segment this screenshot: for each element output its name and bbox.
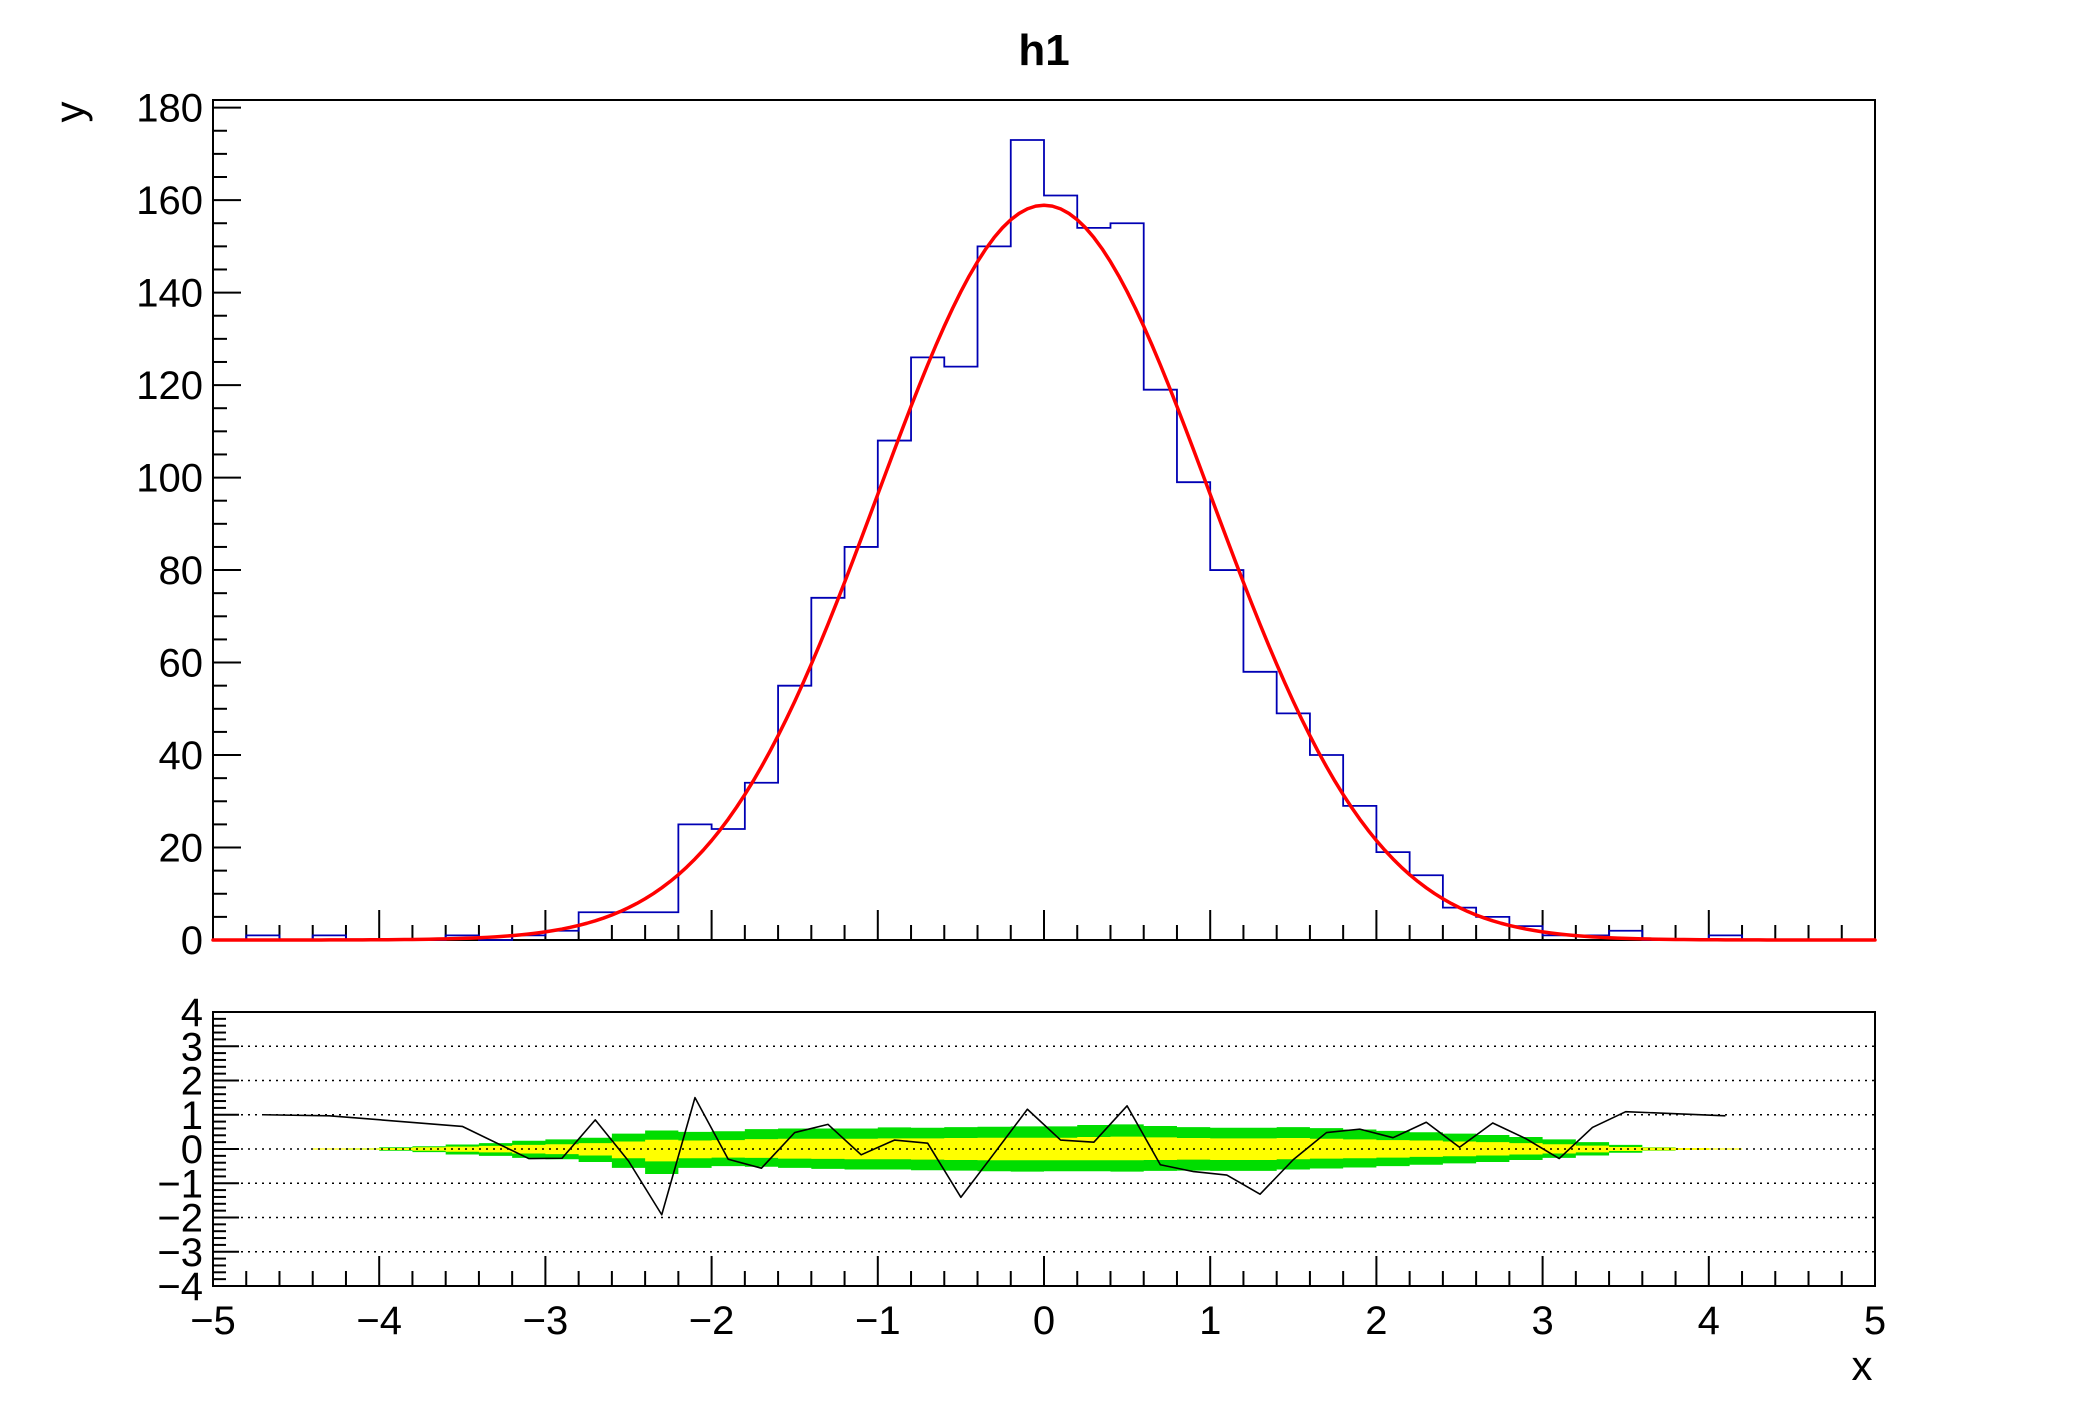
svg-text:0: 0 (181, 1128, 203, 1172)
svg-text:2: 2 (1365, 1299, 1387, 1343)
top-y-axis-ticks (213, 106, 241, 941)
svg-text:5: 5 (1864, 1299, 1886, 1343)
svg-text:−3: −3 (523, 1299, 569, 1343)
svg-text:20: 20 (159, 827, 204, 871)
plot-title: h1 (1018, 26, 1070, 75)
svg-text:0: 0 (181, 919, 203, 963)
svg-text:1: 1 (181, 1094, 203, 1138)
svg-text:0: 0 (1033, 1299, 1055, 1343)
svg-text:−1: −1 (157, 1162, 203, 1206)
x-axis-title: x (1851, 1342, 1873, 1389)
svg-text:−5: −5 (190, 1299, 236, 1343)
svg-text:180: 180 (136, 87, 203, 131)
svg-text:−2: −2 (689, 1299, 735, 1343)
svg-text:80: 80 (159, 549, 204, 593)
svg-text:−1: −1 (855, 1299, 901, 1343)
svg-text:2: 2 (181, 1060, 203, 1104)
svg-text:−2: −2 (157, 1197, 203, 1241)
histogram-path (213, 139, 1875, 941)
svg-text:−4: −4 (157, 1265, 203, 1309)
svg-text:1: 1 (1199, 1299, 1221, 1343)
bottom-x-axis-ticks (212, 1256, 1876, 1286)
svg-text:60: 60 (159, 642, 204, 686)
top-y-axis-labels: 0 20 40 60 80 100 120 140 160 180 (136, 87, 203, 963)
bottom-y-axis-ticks (213, 1011, 239, 1287)
svg-text:−4: −4 (356, 1299, 402, 1343)
svg-text:120: 120 (136, 364, 203, 408)
svg-text:140: 140 (136, 272, 203, 316)
svg-text:3: 3 (1531, 1299, 1553, 1343)
fit-curve (211, 203, 1877, 942)
svg-text:−3: −3 (157, 1231, 203, 1275)
svg-text:40: 40 (159, 734, 204, 778)
svg-text:100: 100 (136, 457, 203, 501)
x-axis-labels: −5 −4 −3 −2 −1 0 1 2 3 4 5 (190, 1299, 1886, 1343)
svg-text:160: 160 (136, 179, 203, 223)
svg-text:3: 3 (181, 1025, 203, 1069)
pull-graph (262, 1096, 1726, 1216)
svg-text:4: 4 (1698, 1299, 1720, 1343)
svg-text:4: 4 (181, 991, 203, 1035)
band-1sigma (312, 1136, 1743, 1162)
top-frame (212, 99, 1876, 941)
